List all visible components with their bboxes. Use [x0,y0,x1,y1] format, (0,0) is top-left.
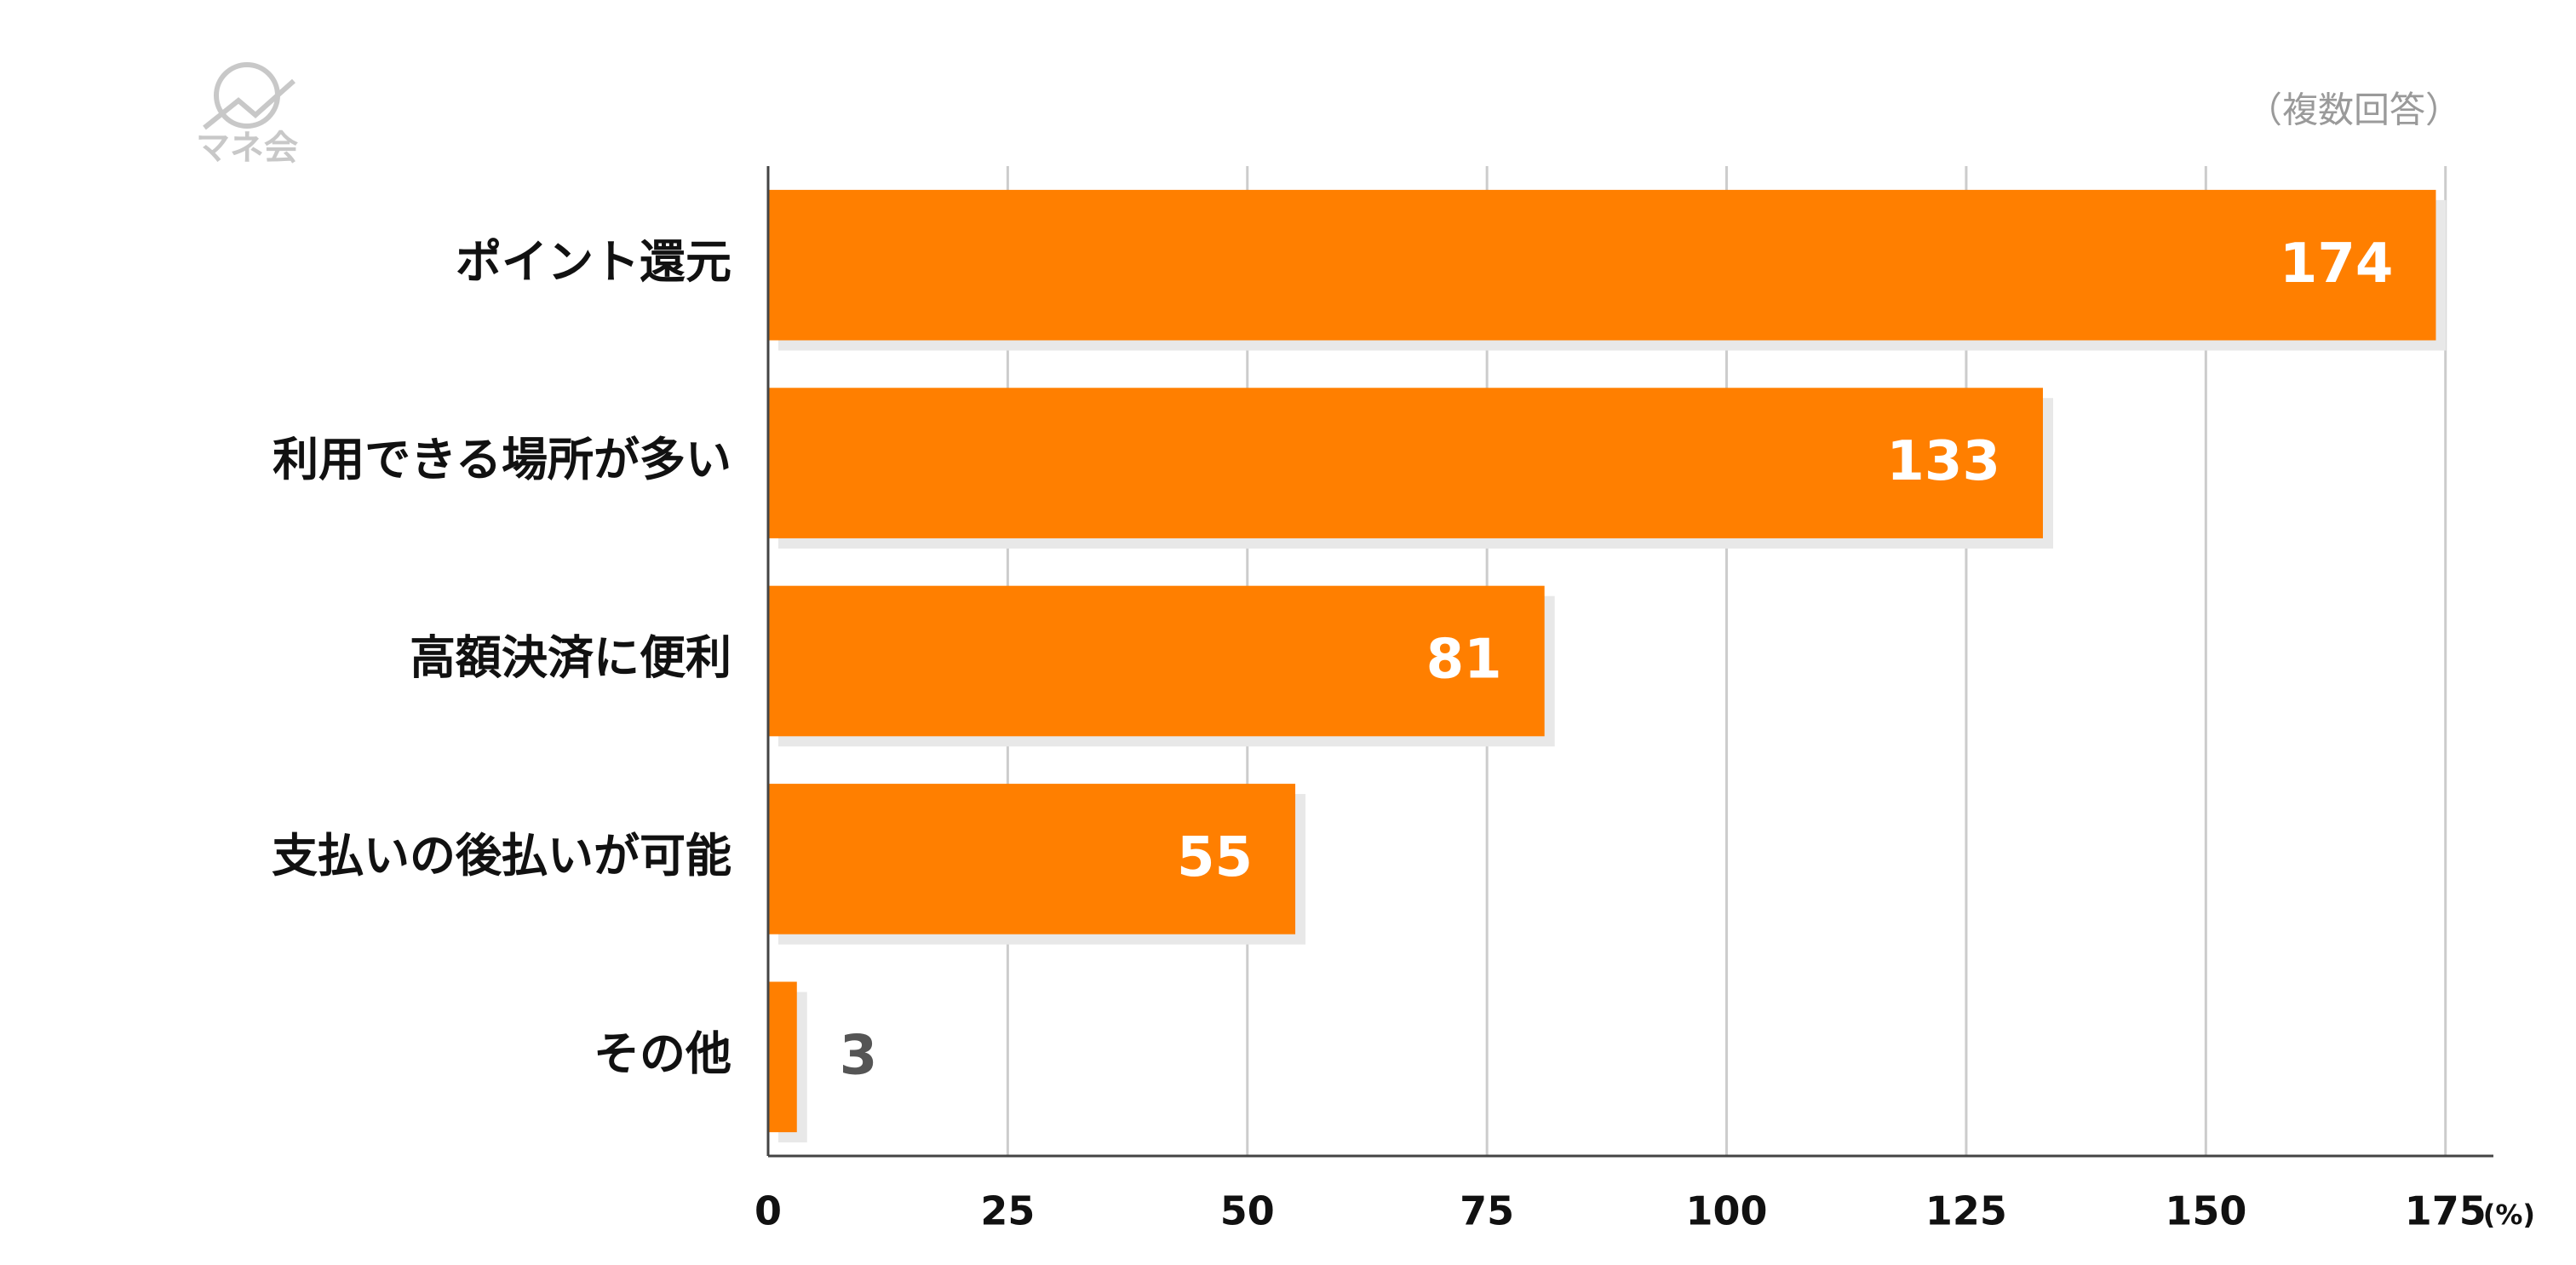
x-tick-label: 175 [2405,1188,2487,1234]
x-unit-label: (%) [2483,1199,2535,1231]
bar [768,388,2043,538]
y-tick-label: 利用できる場所が多い [273,433,731,486]
x-tick-label: 125 [1925,1188,2007,1234]
x-tick-label: 150 [2165,1188,2246,1234]
bar [768,585,1545,737]
value-label: 3 [840,1024,878,1087]
x-tick-label: 100 [1686,1188,1768,1234]
logo-arrow [203,78,295,130]
value-label: 174 [2280,233,2394,296]
y-tick-label: 支払いの後払いが可能 [272,829,731,883]
y-tick-label: 高額決済に便利 [410,631,731,685]
logo-text: マネ会 [196,129,298,168]
bar [768,189,2436,341]
logo-coin [214,62,280,129]
x-tick-label: 75 [1460,1188,1514,1234]
y-tick-label: その他 [594,1026,731,1080]
value-label: 55 [1177,826,1253,889]
value-label: 81 [1426,629,1502,692]
logo [203,62,295,130]
bar [768,784,1296,934]
x-tick-label: 25 [980,1188,1035,1234]
value-label: 133 [1886,430,2000,493]
x-tick-label: 50 [1220,1188,1275,1234]
bar [768,981,797,1133]
note: （複数回答） [2246,89,2461,131]
x-tick-label: 0 [754,1188,782,1234]
y-tick-label: ポイント還元 [456,235,731,289]
